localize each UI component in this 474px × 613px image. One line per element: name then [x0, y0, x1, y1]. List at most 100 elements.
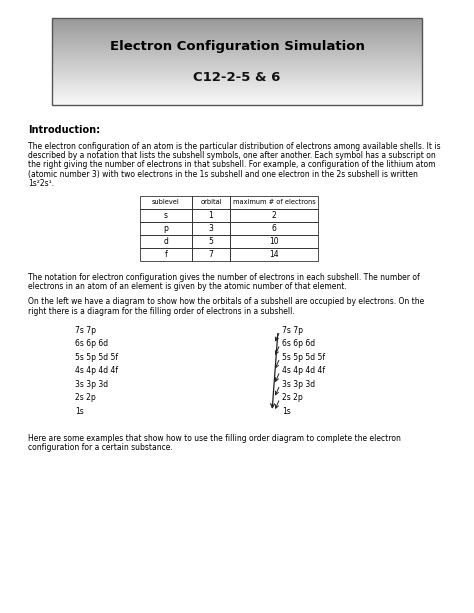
Text: 4s 4p 4d 4f: 4s 4p 4d 4f [75, 367, 118, 375]
Bar [52, 76, 422, 78]
Text: d: d [164, 237, 168, 246]
Text: 7s 7p: 7s 7p [75, 326, 96, 335]
Text: 6s 6p 6d: 6s 6p 6d [282, 340, 315, 348]
Text: Electron Configuration Simulation: Electron Configuration Simulation [109, 40, 365, 53]
Bar [52, 50, 422, 52]
Bar [52, 40, 422, 42]
Bar [52, 41, 422, 43]
Bar [230, 209, 318, 222]
Text: right there is a diagram for the filling order of electrons in a subshell.: right there is a diagram for the filling… [28, 306, 295, 316]
Bar [52, 29, 422, 31]
Bar [52, 69, 422, 70]
Bar [52, 43, 422, 45]
Bar [52, 96, 422, 98]
Text: 4s 4p 4d 4f: 4s 4p 4d 4f [282, 367, 325, 375]
Text: 2s 2p: 2s 2p [282, 394, 303, 402]
Text: Introduction:: Introduction: [28, 125, 100, 135]
Bar [52, 22, 422, 25]
Bar [52, 53, 422, 55]
Text: The electron configuration of an atom is the particular distribution of electron: The electron configuration of an atom is… [28, 142, 441, 151]
Bar [230, 196, 318, 209]
Text: p: p [164, 224, 168, 233]
Bar [52, 56, 422, 58]
Text: maximum # of electrons: maximum # of electrons [233, 199, 315, 205]
Text: 3s 3p 3d: 3s 3p 3d [75, 380, 108, 389]
Bar [52, 101, 422, 102]
Text: described by a notation that lists the subshell symbols, one after another. Each: described by a notation that lists the s… [28, 151, 436, 160]
Bar [52, 95, 422, 97]
Bar [52, 77, 422, 80]
Text: 1s²2s¹.: 1s²2s¹. [28, 179, 54, 188]
Bar [52, 70, 422, 72]
Bar [192, 209, 230, 222]
Bar [52, 102, 422, 104]
Bar [52, 27, 422, 29]
Bar [52, 73, 422, 75]
Bar [52, 59, 422, 61]
Text: 3s 3p 3d: 3s 3p 3d [282, 380, 315, 389]
Text: 14: 14 [269, 250, 279, 259]
Bar [52, 83, 422, 85]
Text: s: s [164, 211, 168, 220]
Bar [52, 18, 422, 105]
Text: configuration for a certain substance.: configuration for a certain substance. [28, 443, 173, 452]
Bar [52, 72, 422, 74]
Bar [230, 222, 318, 235]
Bar [140, 209, 192, 222]
Bar [230, 235, 318, 248]
Bar [52, 32, 422, 34]
Text: 1: 1 [209, 211, 213, 220]
Bar [52, 51, 422, 53]
Bar [52, 21, 422, 23]
Bar [52, 80, 422, 82]
Text: Here are some examples that show how to use the filling order diagram to complet: Here are some examples that show how to … [28, 434, 401, 443]
Bar [52, 104, 422, 105]
Text: the right giving the number of electrons in that subshell. For example, a config: the right giving the number of electrons… [28, 161, 436, 169]
Bar [52, 31, 422, 33]
Bar [192, 235, 230, 248]
Text: 6s 6p 6d: 6s 6p 6d [75, 340, 108, 348]
Text: 5s 5p 5d 5f: 5s 5p 5d 5f [282, 353, 325, 362]
Bar [52, 44, 422, 46]
Bar [52, 88, 422, 89]
Bar [52, 93, 422, 96]
Text: 10: 10 [269, 237, 279, 246]
Bar [52, 54, 422, 56]
Text: 7s 7p: 7s 7p [282, 326, 303, 335]
Bar [52, 47, 422, 49]
Bar [52, 64, 422, 66]
Bar [52, 99, 422, 101]
Text: 1s: 1s [282, 407, 291, 416]
Bar [52, 92, 422, 94]
Bar [230, 248, 318, 261]
Bar [52, 57, 422, 59]
Bar [140, 222, 192, 235]
Bar [52, 61, 422, 64]
Bar [52, 34, 422, 36]
Bar [140, 235, 192, 248]
Text: electrons in an atom of an element is given by the atomic number of that element: electrons in an atom of an element is gi… [28, 282, 347, 291]
Text: C12-2-5 & 6: C12-2-5 & 6 [193, 70, 281, 83]
Text: The notation for electron configuration gives the number of electrons in each su: The notation for electron configuration … [28, 273, 420, 282]
Bar [52, 82, 422, 84]
Bar [52, 86, 422, 88]
Bar [52, 45, 422, 47]
Text: (atomic number 3) with two electrons in the 1s subshell and one electron in the : (atomic number 3) with two electrons in … [28, 170, 418, 178]
Bar [52, 37, 422, 39]
Bar [52, 48, 422, 50]
Bar [52, 24, 422, 26]
Text: On the left we have a diagram to show how the orbitals of a subshell are occupie: On the left we have a diagram to show ho… [28, 297, 424, 306]
Bar [52, 38, 422, 40]
Bar [52, 20, 422, 21]
Bar [192, 248, 230, 261]
Bar [52, 79, 422, 81]
Bar [52, 36, 422, 37]
Bar [192, 196, 230, 209]
Text: 3: 3 [209, 224, 213, 233]
Text: 2s 2p: 2s 2p [75, 394, 96, 402]
Text: 5s 5p 5d 5f: 5s 5p 5d 5f [75, 353, 118, 362]
Text: orbital: orbital [200, 199, 222, 205]
Text: 1s: 1s [75, 407, 84, 416]
Bar [140, 248, 192, 261]
Bar [52, 66, 422, 68]
